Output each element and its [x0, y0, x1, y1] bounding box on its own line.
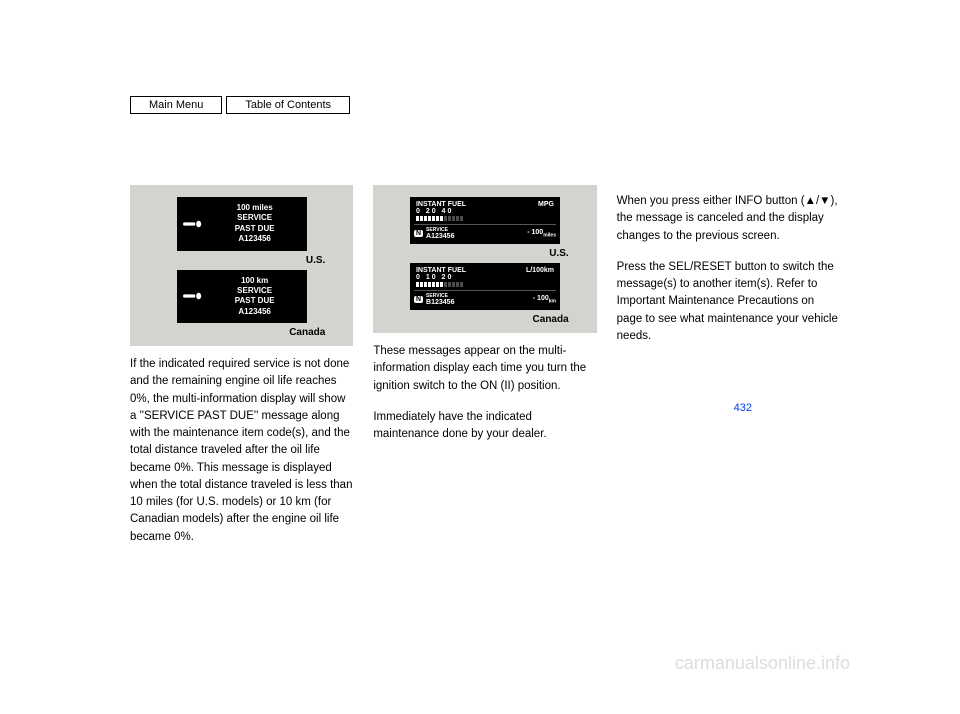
- nav-bar: Main Menu Table of Contents: [130, 96, 350, 114]
- main-menu-button[interactable]: Main Menu: [130, 96, 222, 114]
- screen-text-us: 100 miles SERVICE PAST DUE A123456: [209, 203, 301, 245]
- instrument-screen-ca: 100 km SERVICE PAST DUE A123456: [177, 270, 307, 324]
- page-link[interactable]: 432: [734, 402, 752, 414]
- instant-fuel-screen-us: INSTANT FUEL MPG 0 20 40 N SERVICE A1234…: [410, 197, 560, 244]
- line: 100 miles: [209, 203, 301, 213]
- line: SERVICE: [209, 286, 301, 296]
- line: A123456: [209, 234, 301, 244]
- column-2: INSTANT FUEL MPG 0 20 40 N SERVICE A1234…: [373, 185, 596, 546]
- gear-indicator: N: [414, 230, 423, 237]
- panel-label-ca: Canada: [138, 327, 345, 338]
- line: SERVICE: [209, 213, 301, 223]
- wrench-icon: [183, 218, 203, 230]
- body-text-3a: When you press either INFO button (▲/▼),…: [617, 193, 840, 245]
- wrench-icon: [183, 290, 203, 302]
- instant-fuel-screen-ca: INSTANT FUEL L/100km 0 10 20 N SERVICE B…: [410, 263, 560, 310]
- line: PAST DUE: [209, 296, 301, 306]
- if-bars: [414, 215, 556, 222]
- display-panel-2: INSTANT FUEL MPG 0 20 40 N SERVICE A1234…: [373, 185, 596, 333]
- body-text-3b: Press the SEL/RESET button to switch the…: [617, 259, 840, 345]
- body-text-2a: These messages appear on the multi-infor…: [373, 343, 596, 395]
- screen-text-ca: 100 km SERVICE PAST DUE A123456: [209, 276, 301, 318]
- toc-button[interactable]: Table of Contents: [226, 96, 350, 114]
- if-title-right: L/100km: [526, 267, 554, 274]
- if-scale: 0 20 40: [414, 208, 556, 215]
- line: 100 km: [209, 276, 301, 286]
- service-code: B123456: [426, 299, 454, 306]
- panel-label-us-2: U.S.: [381, 248, 588, 259]
- panel-label-us: U.S.: [138, 255, 345, 266]
- if-title-left: INSTANT FUEL: [416, 267, 466, 274]
- if-title-left: INSTANT FUEL: [416, 201, 466, 208]
- if-bars: [414, 281, 556, 288]
- value: - 100miles: [527, 229, 556, 238]
- page-content: 100 miles SERVICE PAST DUE A123456 U.S. …: [130, 185, 840, 546]
- service-code: A123456: [426, 233, 454, 240]
- gear-indicator: N: [414, 296, 423, 303]
- display-panel-1: 100 miles SERVICE PAST DUE A123456 U.S. …: [130, 185, 353, 346]
- body-text-1: If the indicated required service is not…: [130, 356, 353, 546]
- watermark: carmanualsonline.info: [675, 653, 850, 674]
- panel-label-ca-2: Canada: [381, 314, 588, 325]
- value: - 100km: [533, 295, 556, 304]
- if-title-right: MPG: [538, 201, 554, 208]
- line: A123456: [209, 307, 301, 317]
- column-1: 100 miles SERVICE PAST DUE A123456 U.S. …: [130, 185, 353, 546]
- line: PAST DUE: [209, 224, 301, 234]
- instrument-screen-us: 100 miles SERVICE PAST DUE A123456: [177, 197, 307, 251]
- if-scale: 0 10 20: [414, 274, 556, 281]
- column-3: When you press either INFO button (▲/▼),…: [617, 185, 840, 546]
- body-text-2b: Immediately have the indicated maintenan…: [373, 409, 596, 444]
